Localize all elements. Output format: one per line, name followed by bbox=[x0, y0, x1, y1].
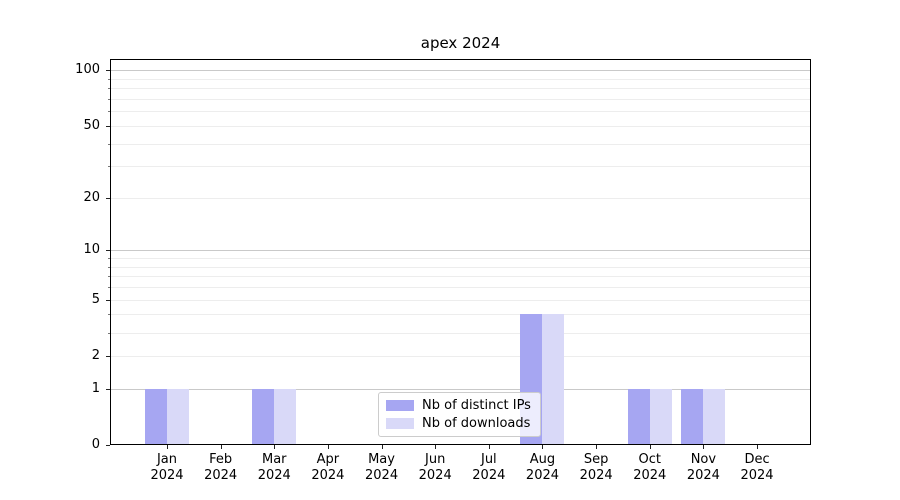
x-axis-tick bbox=[220, 445, 222, 449]
x-tick-label: Sep 2024 bbox=[579, 452, 613, 483]
gridline bbox=[111, 78, 810, 80]
bar-distinct-ips-nov bbox=[681, 388, 704, 444]
legend-label-downloads: Nb of downloads bbox=[422, 416, 531, 431]
y-axis-minor-tick bbox=[108, 143, 110, 145]
y-axis-minor-tick bbox=[108, 276, 110, 278]
x-tick-label: Aug 2024 bbox=[525, 452, 560, 483]
legend: Nb of distinct IPs Nb of downloads bbox=[378, 392, 541, 437]
gridline bbox=[111, 250, 810, 252]
x-axis-tick bbox=[435, 445, 437, 449]
y-axis-minor-tick bbox=[108, 332, 110, 334]
y-axis-minor-tick bbox=[108, 314, 110, 316]
gridline bbox=[111, 125, 810, 127]
gridline bbox=[111, 314, 810, 316]
x-axis-tick bbox=[327, 445, 329, 449]
gridline bbox=[111, 197, 810, 199]
y-tick-label: 10 bbox=[83, 242, 100, 258]
gridline bbox=[111, 388, 810, 390]
y-axis-tick bbox=[106, 299, 110, 301]
y-tick-label: 2 bbox=[91, 347, 100, 363]
y-axis-minor-tick bbox=[108, 88, 110, 90]
gridline bbox=[111, 99, 810, 101]
y-axis-tick bbox=[106, 388, 110, 390]
y-axis-tick bbox=[106, 197, 110, 199]
y-axis-tick bbox=[106, 445, 110, 446]
y-axis-minor-tick bbox=[108, 111, 110, 113]
x-axis-tick bbox=[703, 445, 705, 449]
legend-label-distinct-ips: Nb of distinct IPs bbox=[422, 398, 531, 413]
y-tick-label: 5 bbox=[91, 291, 100, 307]
bar-downloads-mar bbox=[274, 388, 297, 444]
x-axis-tick bbox=[649, 445, 651, 449]
y-axis-tick bbox=[106, 125, 110, 127]
x-tick-label: Oct 2024 bbox=[633, 452, 667, 483]
y-tick-label: 100 bbox=[75, 62, 100, 78]
y-axis-minor-tick bbox=[108, 258, 110, 260]
y-axis-minor-tick bbox=[108, 78, 110, 80]
bar-downloads-nov bbox=[703, 388, 726, 444]
x-axis-tick bbox=[381, 445, 383, 449]
gridline bbox=[111, 287, 810, 289]
x-tick-label: Jan 2024 bbox=[150, 452, 184, 483]
y-axis-minor-tick bbox=[108, 266, 110, 268]
legend-entry-distinct-ips: Nb of distinct IPs bbox=[386, 398, 531, 413]
gridline bbox=[111, 266, 810, 268]
gridline bbox=[111, 88, 810, 90]
x-tick-label: Nov 2024 bbox=[686, 452, 720, 483]
x-tick-label: Apr 2024 bbox=[311, 452, 345, 483]
y-axis-minor-tick bbox=[108, 99, 110, 101]
gridline bbox=[111, 143, 810, 145]
x-axis-tick bbox=[488, 445, 490, 449]
gridline bbox=[111, 332, 810, 334]
y-axis-tick bbox=[106, 355, 110, 357]
plot-area bbox=[110, 59, 811, 445]
legend-entry-downloads: Nb of downloads bbox=[386, 416, 531, 431]
gridline bbox=[111, 166, 810, 168]
y-tick-label: 0 bbox=[91, 437, 100, 452]
y-axis-minor-tick bbox=[108, 287, 110, 289]
gridline bbox=[111, 111, 810, 113]
x-tick-label: Jun 2024 bbox=[418, 452, 452, 483]
x-tick-label: Jul 2024 bbox=[472, 452, 506, 483]
gridline bbox=[111, 258, 810, 260]
legend-swatch-distinct-ips bbox=[386, 400, 414, 411]
gridline bbox=[111, 355, 810, 357]
bar-distinct-ips-mar bbox=[252, 388, 275, 444]
x-axis-tick bbox=[274, 445, 276, 449]
legend-swatch-downloads bbox=[386, 418, 414, 429]
x-tick-label: Mar 2024 bbox=[257, 452, 291, 483]
bar-downloads-aug bbox=[542, 314, 565, 444]
y-axis-tick bbox=[106, 70, 110, 72]
x-tick-label: May 2024 bbox=[365, 452, 399, 483]
y-tick-label: 20 bbox=[83, 189, 100, 205]
x-axis-tick bbox=[757, 445, 759, 449]
y-tick-label: 50 bbox=[83, 117, 100, 133]
y-tick-label: 1 bbox=[91, 380, 100, 396]
x-axis-tick bbox=[596, 445, 598, 449]
gridline bbox=[111, 70, 810, 72]
gridline bbox=[111, 276, 810, 278]
x-tick-label: Dec 2024 bbox=[740, 452, 774, 483]
bar-downloads-jan bbox=[167, 388, 189, 444]
y-axis-minor-tick bbox=[108, 166, 110, 168]
x-tick-label: Feb 2024 bbox=[204, 452, 238, 483]
gridline bbox=[111, 299, 810, 301]
bar-downloads-oct bbox=[649, 388, 672, 444]
y-axis-tick bbox=[106, 250, 110, 252]
x-axis-tick bbox=[542, 445, 544, 449]
bar-distinct-ips-jan bbox=[145, 388, 167, 444]
x-axis-tick bbox=[167, 445, 168, 449]
chart-title: apex 2024 bbox=[420, 34, 501, 52]
bar-distinct-ips-oct bbox=[627, 388, 650, 444]
